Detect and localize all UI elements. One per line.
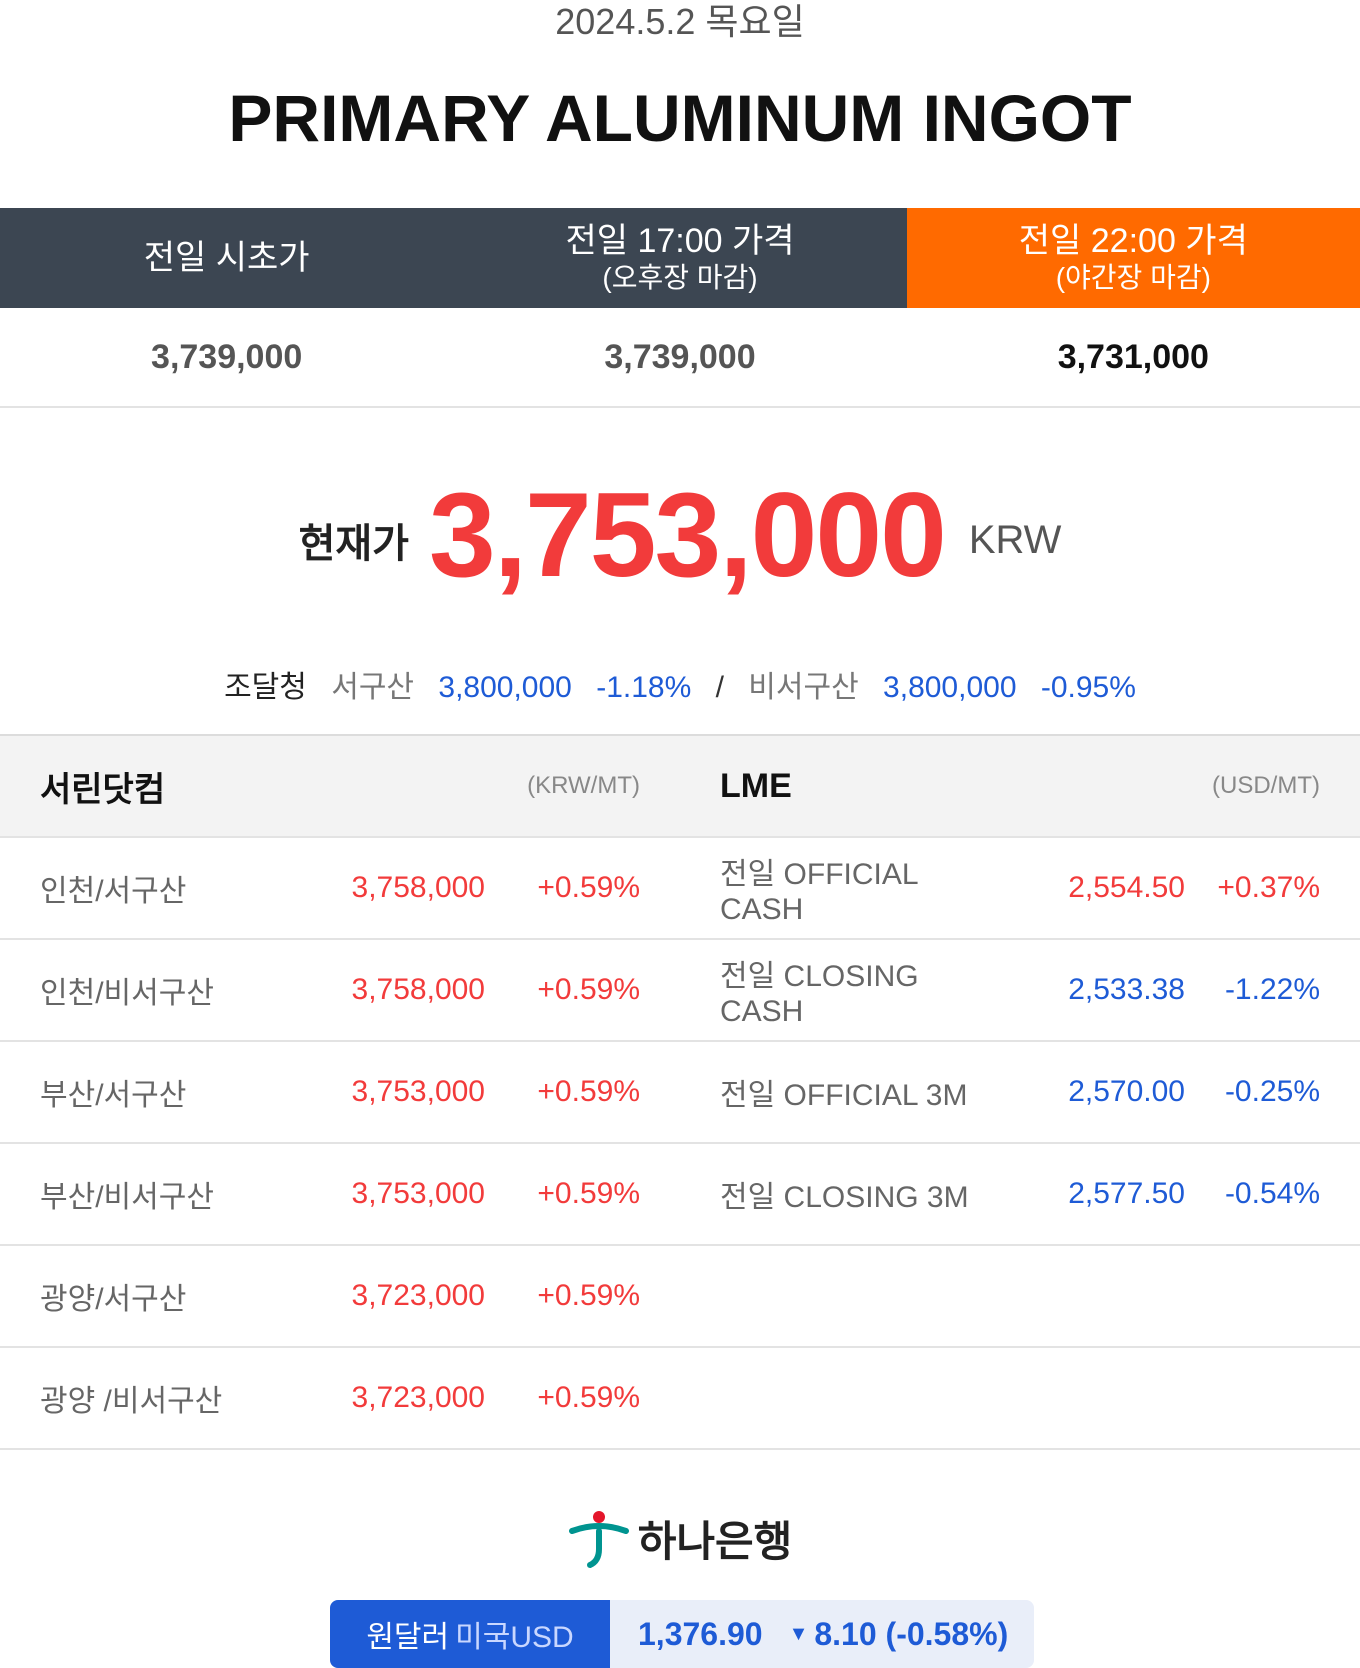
seorin-cell: 부산/비서구산 3,753,000 +0.59% — [0, 1144, 680, 1244]
lme-cell-empty — [680, 1246, 1360, 1346]
fx-change: 8.10 (-0.58%) — [814, 1615, 1009, 1652]
pps-nonwestern-change: -0.95% — [1040, 671, 1136, 704]
region-price: 3,753,000 — [351, 1177, 485, 1210]
table-row: 광양/서구산 3,723,000 +0.59% — [0, 1246, 1360, 1348]
hana-bank-icon — [568, 1510, 629, 1568]
fx-currency: 미국USD — [455, 1621, 574, 1654]
prev-open-price: 3,739,000 — [151, 337, 303, 376]
lme-cell: 전일 CLOSING CASH 2,533.38 -1.22% — [680, 940, 1360, 1040]
fx-rate-widget[interactable]: 원달러 미국USD 1,376.90 ▼ 8.10 (-0.58%) — [330, 1600, 1034, 1668]
lme-cell-empty — [680, 1348, 1360, 1448]
bank-name: 하나은행 — [637, 1518, 793, 1565]
table-row: 부산/서구산 3,753,000 +0.59% 전일 OFFICIAL 3M 2… — [0, 1042, 1360, 1144]
tab-prev-open[interactable]: 전일 시초가 — [0, 208, 454, 308]
current-price-unit: KRW — [968, 517, 1062, 562]
price-values-row: 3,739,000 3,739,000 3,731,000 — [0, 308, 1360, 408]
separator: / — [715, 671, 724, 704]
lme-title: LME — [720, 766, 792, 805]
lme-name: 전일 CLOSING 3M — [720, 1181, 969, 1214]
date-label: 2024.5.2 목요일 — [555, 1, 805, 42]
seorin-header: 서린닷컴 (KRW/MT) — [0, 736, 680, 836]
region-price: 3,723,000 — [351, 1381, 485, 1414]
tab-sublabel: (오후장 마감) — [602, 262, 758, 293]
pps-western-price: 3,800,000 — [438, 671, 572, 704]
seorin-cell: 광양 /비서구산 3,723,000 +0.59% — [0, 1348, 680, 1448]
table-row: 인천/비서구산 3,758,000 +0.59% 전일 CLOSING CASH… — [0, 940, 1360, 1042]
table-row: 부산/비서구산 3,753,000 +0.59% 전일 CLOSING 3M 2… — [0, 1144, 1360, 1246]
table-row: 인천/서구산 3,758,000 +0.59% 전일 OFFICIAL CASH… — [0, 838, 1360, 940]
lme-name: 전일 CLOSING CASH — [720, 960, 919, 1028]
tab-prev-2200[interactable]: 전일 22:00 가격 (야간장 마감) — [906, 208, 1360, 308]
pps-price-line: 조달청 서구산 3,800,000 -1.18% / 비서구산 3,800,00… — [0, 662, 1360, 706]
table-header: 서린닷컴 (KRW/MT) LME (USD/MT) — [0, 736, 1360, 838]
fx-label: 원달러 미국USD — [330, 1600, 610, 1668]
seorin-cell: 부산/서구산 3,753,000 +0.59% — [0, 1042, 680, 1142]
seorin-cell: 광양/서구산 3,723,000 +0.59% — [0, 1246, 680, 1346]
pps-nonwestern-price: 3,800,000 — [883, 671, 1017, 704]
region-change: +0.59% — [537, 973, 640, 1006]
price-header-bar: 전일 시초가 전일 17:00 가격 (오후장 마감) 전일 22:00 가격 … — [0, 208, 1360, 308]
pps-nonwestern-label: 비서구산 — [748, 671, 859, 704]
pps-label: 조달청 — [224, 671, 307, 704]
lme-cell: 전일 OFFICIAL CASH 2,554.50 +0.37% — [680, 838, 1360, 938]
page-title: PRIMARY ALUMINUM INGOT — [228, 81, 1132, 155]
pps-western-change: -1.18% — [596, 671, 692, 704]
lme-change: -0.54% — [1224, 1177, 1320, 1210]
region-price: 3,758,000 — [351, 871, 485, 904]
current-price-block: 현재가 3,753,000 KRW — [0, 468, 1360, 602]
lme-price: 2,554.50 — [1068, 871, 1185, 904]
lme-change: +0.37% — [1217, 871, 1320, 904]
lme-cell: 전일 CLOSING 3M 2,577.50 -0.54% — [680, 1144, 1360, 1244]
lme-header: LME (USD/MT) — [680, 736, 1360, 836]
triangle-down-icon: ▼ — [788, 1622, 809, 1645]
price-tables: 서린닷컴 (KRW/MT) LME (USD/MT) 인천/서구산 3,758,… — [0, 734, 1360, 1450]
fx-label-text: 원달러 — [366, 1621, 450, 1654]
prev-2200-price: 3,731,000 — [1057, 337, 1209, 376]
tab-prev-1700[interactable]: 전일 17:00 가격 (오후장 마감) — [453, 208, 907, 308]
region-price: 3,723,000 — [351, 1279, 485, 1312]
tab-label: 전일 22:00 가격 — [1018, 222, 1248, 260]
pps-western-label: 서구산 — [331, 671, 415, 704]
current-price-label: 현재가 — [298, 522, 409, 566]
seorin-unit: (KRW/MT) — [527, 772, 640, 799]
region-name: 광양/서구산 — [40, 1283, 187, 1316]
current-price-value: 3,753,000 — [428, 468, 947, 602]
tab-label: 전일 17:00 가격 — [565, 222, 795, 260]
table-row: 광양 /비서구산 3,723,000 +0.59% — [0, 1348, 1360, 1450]
lme-change: -1.22% — [1224, 973, 1320, 1006]
region-change: +0.59% — [537, 1279, 640, 1312]
region-name: 인천/서구산 — [40, 875, 187, 908]
region-name: 인천/비서구산 — [40, 977, 214, 1010]
lme-unit: (USD/MT) — [1212, 772, 1320, 799]
fx-value-box: 1,376.90 ▼ 8.10 (-0.58%) — [610, 1600, 1034, 1668]
seorin-cell: 인천/서구산 3,758,000 +0.59% — [0, 838, 680, 938]
lme-change: -0.25% — [1224, 1075, 1320, 1108]
lme-cell: 전일 OFFICIAL 3M 2,570.00 -0.25% — [680, 1042, 1360, 1142]
prev-1700-price: 3,739,000 — [604, 337, 756, 376]
lme-price: 2,577.50 — [1068, 1177, 1185, 1210]
tab-label: 전일 시초가 — [143, 239, 310, 277]
region-name: 광양 /비서구산 — [40, 1385, 223, 1418]
seorin-title: 서린닷컴 — [40, 770, 166, 809]
region-change: +0.59% — [537, 1177, 640, 1210]
fx-rate: 1,376.90 — [638, 1615, 763, 1652]
lme-name: 전일 OFFICIAL 3M — [720, 1079, 968, 1112]
lme-name: 전일 OFFICIAL CASH — [720, 858, 918, 926]
region-price: 3,753,000 — [351, 1075, 485, 1108]
region-price: 3,758,000 — [351, 973, 485, 1006]
tab-sublabel: (야간장 마감) — [1055, 262, 1211, 293]
region-change: +0.59% — [537, 1075, 640, 1108]
lme-price: 2,570.00 — [1068, 1075, 1185, 1108]
seorin-cell: 인천/비서구산 3,758,000 +0.59% — [0, 940, 680, 1040]
region-name: 부산/서구산 — [40, 1079, 187, 1112]
region-change: +0.59% — [537, 1381, 640, 1414]
region-name: 부산/비서구산 — [40, 1181, 214, 1214]
region-change: +0.59% — [537, 871, 640, 904]
lme-price: 2,533.38 — [1068, 973, 1185, 1006]
bank-logo: 하나은행 — [0, 1508, 1360, 1569]
